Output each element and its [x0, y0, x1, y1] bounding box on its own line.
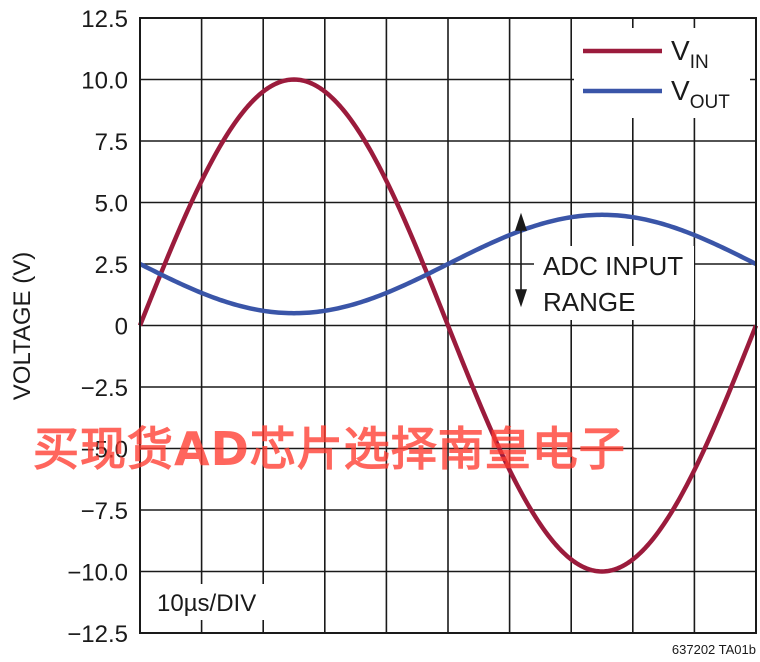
timebase-background — [148, 584, 288, 620]
legend: VIN VOUT — [574, 28, 750, 118]
y-tick-label: −5.0 — [81, 437, 128, 464]
annotation-text-line1: ADC INPUT — [543, 251, 683, 281]
figure-id: 637202 TA01b — [672, 642, 756, 657]
timebase-label: 10µs/DIV — [157, 590, 256, 617]
y-tick-labels: 12.5 10.0 7.5 5.0 2.5 0 −2.5 −5.0 −7.5 −10.0 −12.5 — [67, 6, 128, 648]
annotation-background — [534, 246, 694, 320]
series-line-vout — [138, 212, 758, 316]
y-tick-label: 7.5 — [95, 129, 128, 156]
y-tick-label: 5.0 — [95, 191, 128, 218]
y-axis-label: VOLTAGE (V) — [9, 252, 36, 400]
legend-label-vout-sub: OUT — [690, 92, 731, 113]
legend-label-vout: VOUT — [671, 75, 730, 113]
plot-frame — [139, 17, 757, 634]
range-arrow-head-up — [515, 212, 527, 231]
watermark-text: 买现货AD芯片选择南皇电子 — [33, 422, 626, 476]
y-tick-label: 12.5 — [81, 6, 128, 33]
y-tick-label: −7.5 — [81, 498, 128, 525]
series-line-vin — [137, 77, 759, 574]
series-group — [137, 77, 759, 574]
y-tick-label: −12.5 — [67, 621, 128, 648]
y-tick-label: −10.0 — [67, 560, 128, 587]
range-arrow-icon — [515, 212, 527, 308]
y-tick-label: 2.5 — [95, 252, 128, 279]
legend-label-vin-main: V — [671, 35, 690, 66]
range-arrow-head-down — [515, 289, 527, 308]
legend-label-vin-sub: IN — [690, 52, 709, 73]
y-tick-label: 10.0 — [81, 68, 128, 95]
y-tick-label: 0 — [115, 314, 128, 341]
y-tick-label: −2.5 — [81, 375, 128, 402]
annotation-text-line2: RANGE — [543, 287, 635, 317]
legend-background — [574, 28, 750, 118]
legend-label-vin: VIN — [671, 35, 709, 73]
legend-label-vout-main: V — [671, 75, 690, 106]
adc-range-annotation: ADC INPUT RANGE — [515, 212, 694, 320]
